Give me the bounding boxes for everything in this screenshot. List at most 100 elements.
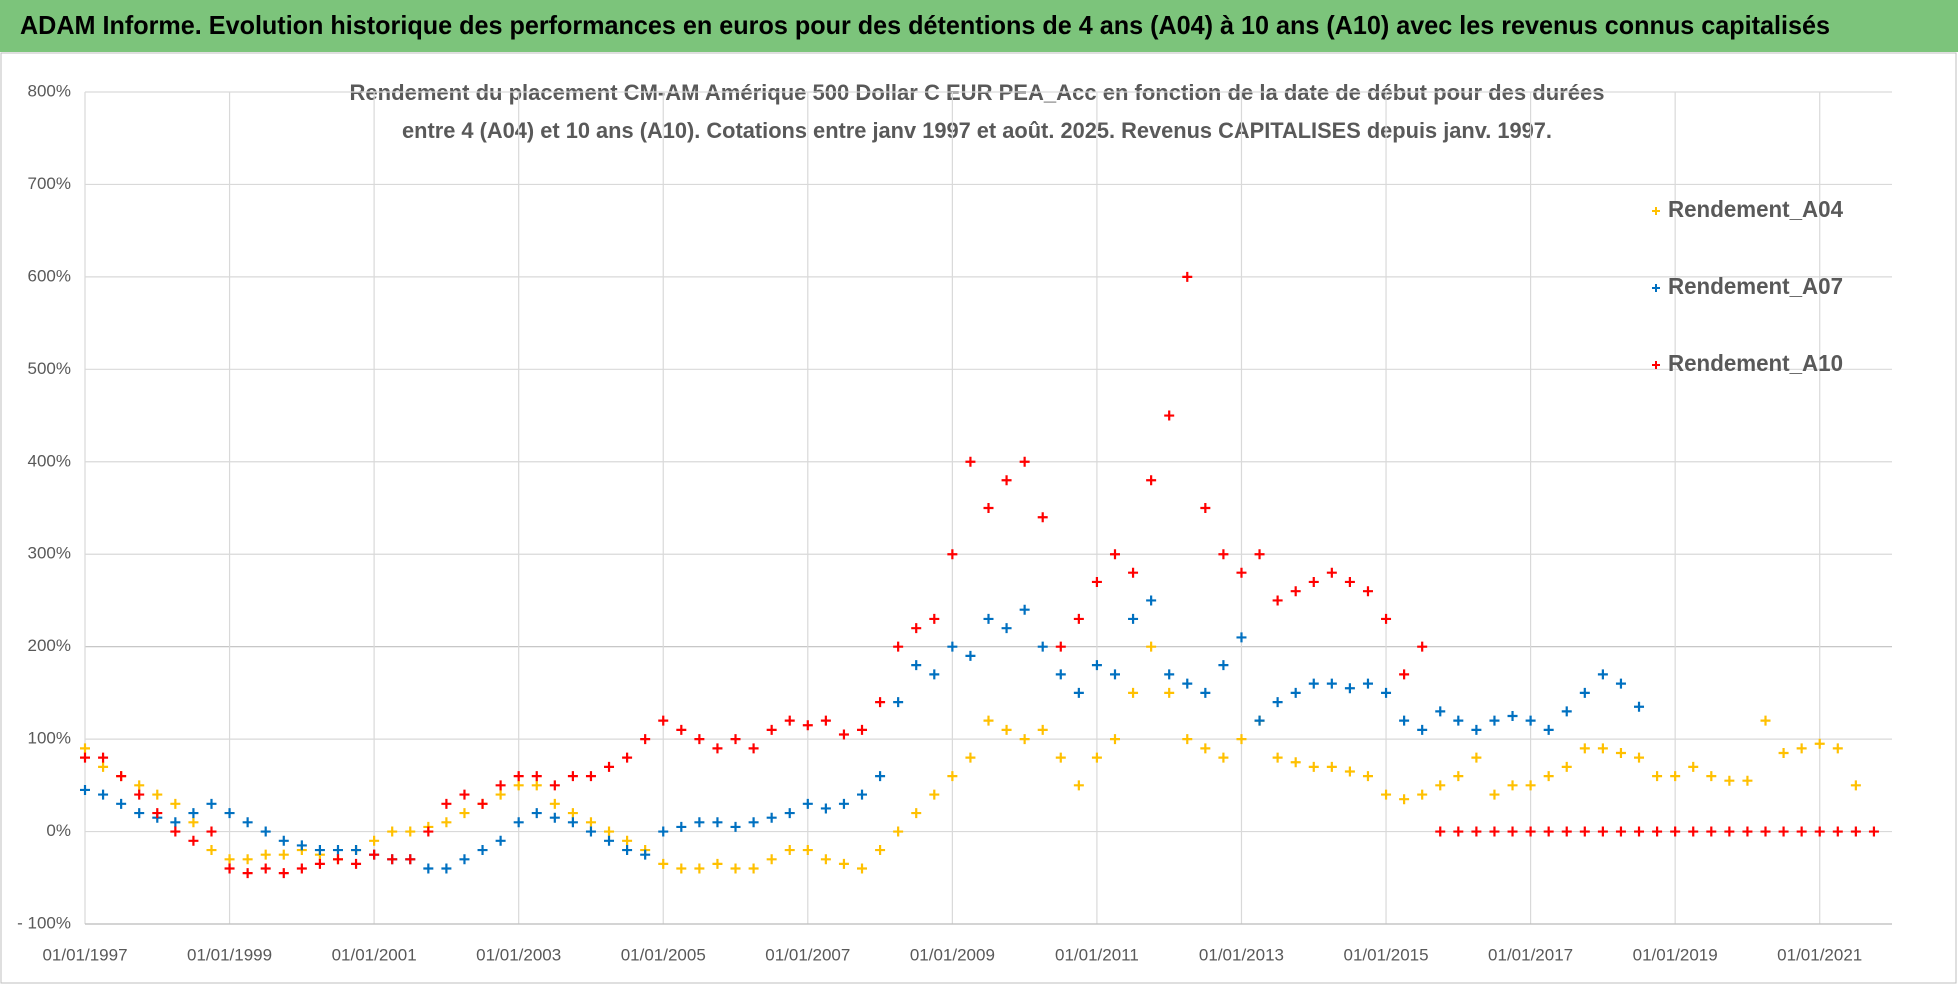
data-point: [567, 817, 578, 828]
data-point: [1796, 743, 1807, 754]
data-point: [477, 845, 488, 856]
data-point: [1471, 724, 1482, 735]
x-tick-label: 01/01/2001: [332, 945, 417, 964]
data-point: [1146, 641, 1157, 652]
data-point: [929, 613, 940, 624]
data-point: [1814, 826, 1825, 837]
data-point: [766, 724, 777, 735]
data-point: [152, 789, 163, 800]
legend-label: Rendement_A04: [1668, 196, 1843, 222]
data-point: [947, 549, 958, 560]
data-point: [1037, 512, 1048, 523]
data-point: [1164, 669, 1175, 680]
data-point: [1236, 567, 1247, 578]
data-point: [278, 868, 289, 879]
data-point: [1272, 697, 1283, 708]
data-point: [1055, 669, 1066, 680]
data-point: [1525, 780, 1536, 791]
data-point: [838, 729, 849, 740]
data-point: [1381, 687, 1392, 698]
data-point: [857, 863, 868, 874]
x-tick-label: 01/01/2005: [621, 945, 706, 964]
data-point: [838, 858, 849, 869]
data-point: [604, 835, 615, 846]
data-point: [1182, 734, 1193, 745]
data-point: [1272, 595, 1283, 606]
y-tick-label: 100%: [28, 729, 71, 748]
y-tick-label: 200%: [28, 636, 71, 655]
data-point: [1615, 826, 1626, 837]
data-point: [152, 808, 163, 819]
data-point: [1543, 826, 1554, 837]
data-point: [459, 808, 470, 819]
data-point: [1344, 683, 1355, 694]
data-point: [857, 789, 868, 800]
data-point: [1724, 826, 1735, 837]
data-point: [513, 771, 524, 782]
data-point: [387, 854, 398, 865]
data-point: [531, 780, 542, 791]
x-tick-label: 01/01/2003: [476, 945, 561, 964]
data-point: [1091, 660, 1102, 671]
data-point: [531, 808, 542, 819]
data-point: [1561, 706, 1572, 717]
data-point: [1706, 771, 1717, 782]
data-point: [1471, 752, 1482, 763]
data-point: [495, 780, 506, 791]
data-point: [640, 849, 651, 860]
data-point: [1091, 576, 1102, 587]
data-point: [585, 771, 596, 782]
data-point: [1652, 771, 1663, 782]
x-tick-label: 01/01/1997: [42, 945, 127, 964]
legend-marker: [1652, 207, 1660, 215]
data-point: [1200, 503, 1211, 513]
data-point: [1326, 678, 1337, 689]
data-point: [1128, 687, 1139, 698]
data-point: [206, 798, 217, 809]
data-point: [694, 734, 705, 745]
data-point: [1561, 761, 1572, 772]
data-point: [1109, 734, 1120, 745]
data-point: [1326, 567, 1337, 578]
data-point: [405, 854, 416, 865]
x-tick-label: 01/01/1999: [187, 945, 272, 964]
data-point: [549, 780, 560, 791]
data-point: [676, 724, 687, 735]
x-tick-label: 01/01/2009: [910, 945, 995, 964]
data-point: [98, 752, 109, 763]
data-point: [1109, 549, 1120, 560]
data-point: [730, 821, 741, 832]
data-point: [206, 826, 217, 837]
data-point: [441, 863, 452, 874]
data-point: [332, 854, 343, 865]
data-point: [170, 817, 181, 828]
data-point: [1254, 549, 1265, 560]
data-point: [1507, 711, 1518, 721]
y-tick-label: 0%: [46, 821, 71, 840]
data-point: [911, 808, 922, 819]
data-point: [1290, 757, 1301, 768]
data-point: [658, 858, 669, 869]
data-point: [1615, 747, 1626, 758]
data-point: [1814, 738, 1825, 749]
data-point: [983, 503, 994, 513]
data-point: [802, 720, 813, 731]
chart-frame: [0, 52, 1957, 984]
data-point: [947, 641, 958, 652]
data-point: [1164, 410, 1175, 421]
data-point: [1724, 775, 1735, 786]
data-point: [730, 734, 741, 745]
data-point: [1688, 761, 1699, 772]
data-point: [802, 798, 813, 809]
data-point: [1164, 687, 1175, 698]
data-point: [658, 826, 669, 837]
data-point: [838, 798, 849, 809]
data-point: [459, 789, 470, 800]
data-point: [1128, 613, 1139, 624]
data-point: [134, 789, 145, 800]
data-point: [242, 817, 253, 828]
data-point: [260, 826, 271, 837]
data-point: [1778, 747, 1789, 758]
x-tick-label: 01/01/2021: [1777, 945, 1862, 964]
data-point: [1236, 734, 1247, 745]
